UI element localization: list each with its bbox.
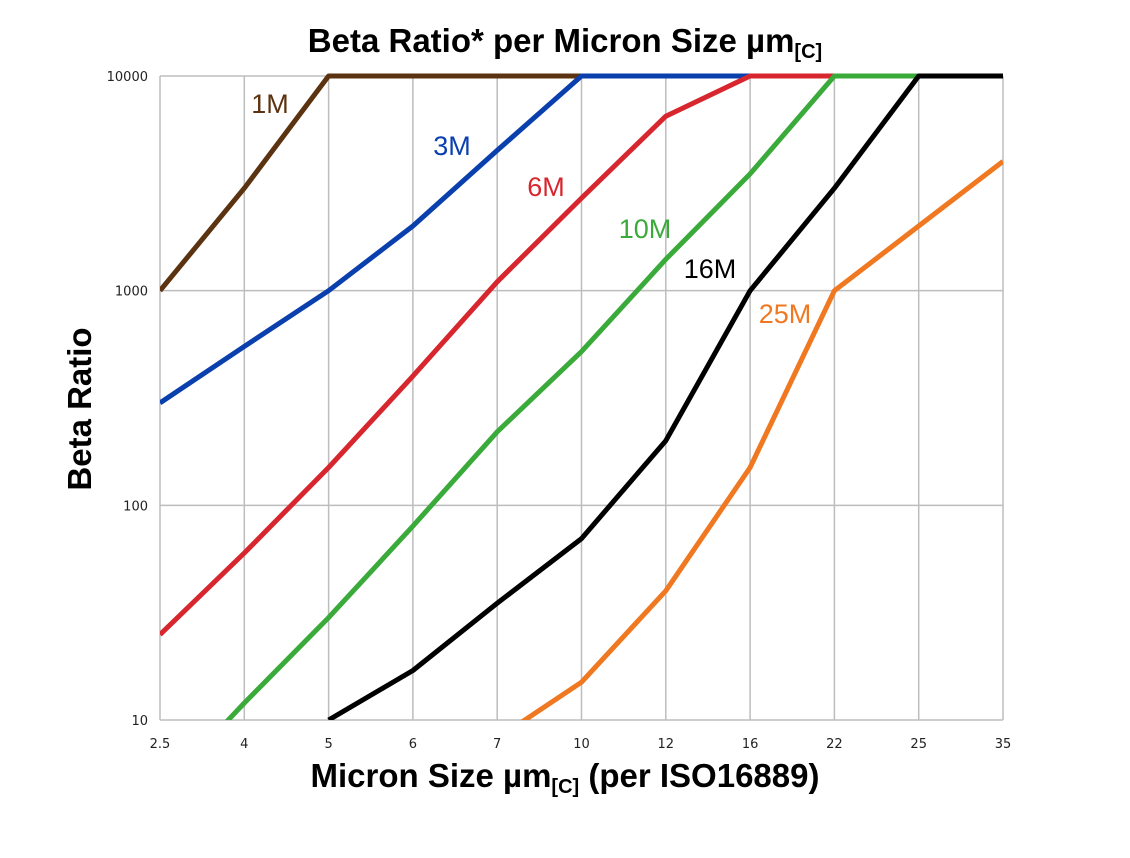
series-line-10M bbox=[224, 73, 1003, 720]
series-line-25M bbox=[520, 159, 1003, 720]
x-tick-label: 35 bbox=[995, 737, 1012, 752]
title-subscript: [C] bbox=[794, 41, 823, 63]
series-label-10M: 10M bbox=[619, 214, 672, 244]
x-tick-label: 5 bbox=[324, 737, 332, 752]
x-axis-label: Micron Size µm[C] (per ISO16889) bbox=[0, 757, 1130, 799]
x-tick-label: 12 bbox=[658, 737, 675, 752]
chart-title: Beta Ratio* per Micron Size µm[C] bbox=[0, 22, 1130, 64]
y-tick-label: 10 bbox=[131, 714, 148, 729]
x-label-subscript: [C] bbox=[551, 776, 580, 798]
x-tick-label: 25 bbox=[910, 737, 927, 752]
x-tick-label: 22 bbox=[826, 737, 843, 752]
y-tick-label: 1000 bbox=[115, 285, 148, 300]
series-line-16M bbox=[327, 73, 1003, 720]
x-tick-label: 10 bbox=[573, 737, 590, 752]
x-tick-label: 16 bbox=[742, 737, 759, 752]
series-label-1M: 1M bbox=[251, 89, 289, 119]
x-tick-label: 6 bbox=[409, 737, 417, 752]
x-label-rest: (per ISO16889) bbox=[579, 757, 820, 794]
x-tick-label: 2.5 bbox=[150, 737, 171, 752]
series-label-16M: 16M bbox=[684, 254, 737, 284]
y-tick-label: 100 bbox=[123, 499, 148, 514]
x-tick-label: 4 bbox=[240, 737, 248, 752]
x-label-text: Micron Size µm bbox=[310, 757, 552, 794]
series-label-25M: 25M bbox=[759, 299, 812, 329]
series-label-3M: 3M bbox=[433, 131, 471, 161]
x-tick-label: 7 bbox=[493, 737, 501, 752]
y-tick-label: 10000 bbox=[107, 70, 148, 85]
title-text: Beta Ratio* per Micron Size µm bbox=[307, 22, 795, 59]
series-label-6M: 6M bbox=[527, 172, 565, 202]
